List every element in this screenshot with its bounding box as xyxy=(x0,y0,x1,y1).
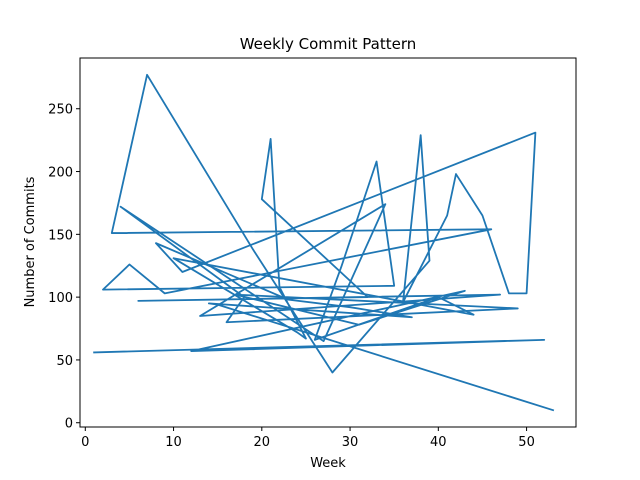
axes-frame xyxy=(79,57,577,428)
y-axis-label: Number of Commits xyxy=(23,176,38,307)
y-tick-label-150: 150 xyxy=(48,228,73,243)
y-tick-label-200: 200 xyxy=(48,166,73,181)
x-axis-label: Week xyxy=(310,456,346,471)
x-tick-label-40: 40 xyxy=(430,435,447,450)
y-tick-label-100: 100 xyxy=(48,291,73,306)
x-tick-label-10: 10 xyxy=(165,435,182,450)
x-tick-label-20: 20 xyxy=(254,435,271,450)
y-tick-label-0: 0 xyxy=(65,417,73,432)
series-line-0 xyxy=(93,73,555,412)
chart-title: Weekly Commit Pattern xyxy=(240,35,417,53)
x-tick-label-0: 0 xyxy=(81,435,89,450)
axes: 0 10 20 30 40 50 0 50 100 150 200 250 xyxy=(48,57,577,450)
y-tick-label-50: 50 xyxy=(56,354,73,369)
x-tick-label-30: 30 xyxy=(342,435,359,450)
y-tick-label-250: 250 xyxy=(48,103,73,118)
plot-area xyxy=(93,73,555,412)
x-tick-label-50: 50 xyxy=(518,435,535,450)
